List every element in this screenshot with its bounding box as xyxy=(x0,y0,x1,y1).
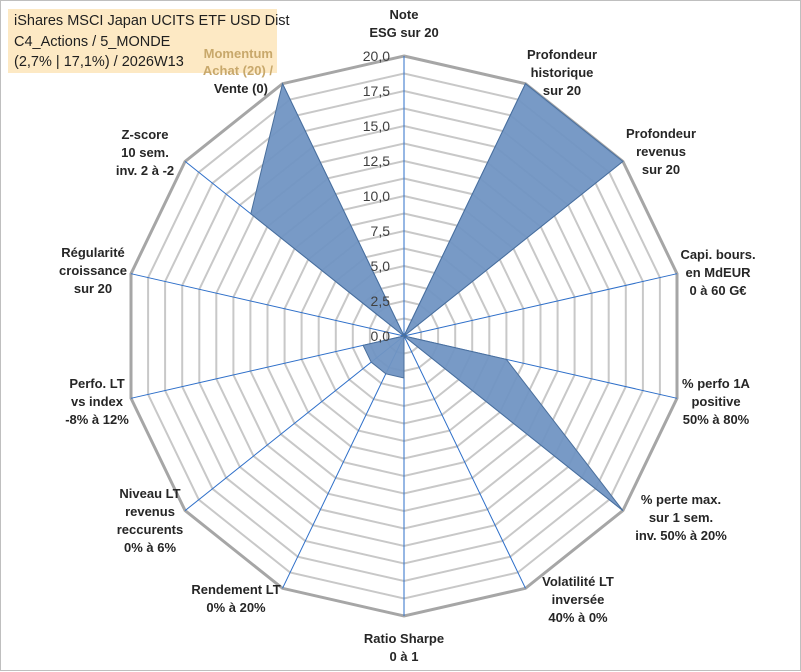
axis-label-10-line-0: Perfo. LT xyxy=(69,376,124,391)
series-area xyxy=(251,84,623,511)
axis-label-4-line-1: positive xyxy=(691,394,740,409)
axis-label-3-line-1: en MdEUR xyxy=(686,265,752,280)
axis-label-1-line-1: historique xyxy=(531,65,594,80)
axis-label-6-line-0: Volatilité LT xyxy=(542,574,614,589)
axis-label-9-line-1: revenus xyxy=(125,504,175,519)
axis-label-7-line-1: 0 à 1 xyxy=(390,649,419,664)
tick-label: 10,0 xyxy=(363,188,390,204)
axis-label-11-line-0: Régularité xyxy=(61,245,125,260)
axis-label-5-line-0: % perte max. xyxy=(641,492,721,507)
axis-label-10-line-1: vs index xyxy=(71,394,124,409)
axis-label-5-line-2: inv. 50% à 20% xyxy=(635,528,727,543)
tick-label: 7,5 xyxy=(371,223,391,239)
axis-label-4-line-2: 50% à 80% xyxy=(683,412,750,427)
axis-label-9-line-2: reccurents xyxy=(117,522,183,537)
axis-label-12-line-1: 10 sem. xyxy=(121,145,169,160)
momentum-label-line2: Achat (20) / xyxy=(171,63,273,78)
axis-label-11-line-2: sur 20 xyxy=(74,281,112,296)
axis-label-9-line-3: 0% à 6% xyxy=(124,540,176,555)
axis-label-6-line-2: 40% à 0% xyxy=(548,610,608,625)
axis-label-12-line-0: Z-score xyxy=(122,127,169,142)
axis-label-12-line-2: inv. 2 à -2 xyxy=(116,163,174,178)
axis-label-1-line-0: Profondeur xyxy=(527,47,597,62)
axis-label-8-line-0: Rendement LT xyxy=(191,582,280,597)
axis-label-7-line-0: Ratio Sharpe xyxy=(364,631,444,646)
axis-label-1-line-2: sur 20 xyxy=(543,83,581,98)
axis-label-3-line-2: 0 à 60 G€ xyxy=(689,283,746,298)
axis-label-2-line-0: Profondeur xyxy=(626,126,696,141)
axis-label-11-line-1: croissance xyxy=(59,263,127,278)
tick-label: 20,0 xyxy=(363,48,390,64)
fund-name: iShares MSCI Japan UCITS ETF USD Dist xyxy=(14,13,290,29)
axis-label-2-line-1: revenus xyxy=(636,144,686,159)
tick-label: 12,5 xyxy=(363,153,390,169)
axis-label-10-line-2: -8% à 12% xyxy=(65,412,129,427)
fund-stats: (2,7% | 17,1%) / 2026W13 xyxy=(14,54,184,70)
axis-label-9-line-0: Niveau LT xyxy=(119,486,180,501)
tick-label: 17,5 xyxy=(363,83,390,99)
radar-series xyxy=(251,84,623,511)
fund-category: C4_Actions / 5_MONDE xyxy=(14,34,170,50)
momentum-label-line1: Momentum xyxy=(191,46,273,61)
axis-label-4-line-0: % perfo 1A xyxy=(682,376,751,391)
axis-label-5-line-1: sur 1 sem. xyxy=(649,510,713,525)
axis-label-2-line-2: sur 20 xyxy=(642,162,680,177)
axis-label-3-line-0: Capi. bours. xyxy=(680,247,755,262)
tick-label: 5,0 xyxy=(371,258,391,274)
momentum-label-line3: Vente (0) xyxy=(171,81,268,96)
axis-label-8-line-1: 0% à 20% xyxy=(206,600,266,615)
tick-label: 0,0 xyxy=(371,328,391,344)
tick-label: 15,0 xyxy=(363,118,390,134)
axis-label-0-line-0: Note xyxy=(390,7,419,22)
tick-label: 2,5 xyxy=(371,293,391,309)
axis-label-6-line-1: inversée xyxy=(552,592,605,607)
axis-label-0-line-1: ESG sur 20 xyxy=(369,25,438,40)
